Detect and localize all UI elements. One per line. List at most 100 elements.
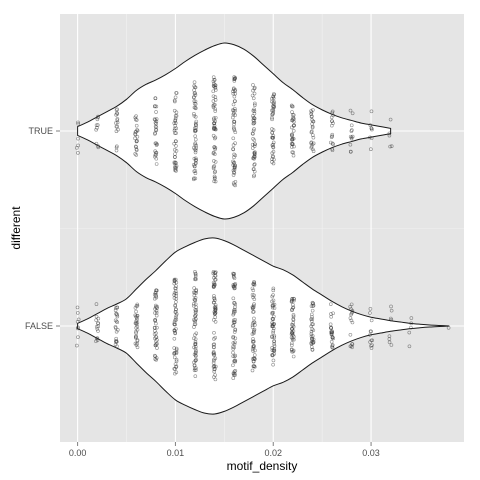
jitter-point xyxy=(270,346,274,350)
jitter-point xyxy=(172,328,177,332)
jitter-point xyxy=(231,363,235,368)
jitter-point xyxy=(174,300,178,304)
jitter-point xyxy=(213,304,218,309)
jitter-point xyxy=(192,325,196,329)
jitter-point xyxy=(233,336,238,341)
jitter-point xyxy=(251,167,256,171)
jitter-point xyxy=(329,325,334,330)
jitter-point xyxy=(272,157,276,162)
jitter-point xyxy=(272,302,277,307)
jitter-point xyxy=(76,120,80,125)
jitter-point xyxy=(153,104,157,108)
jitter-point xyxy=(252,356,256,361)
jitter-point xyxy=(368,329,373,334)
jitter-point xyxy=(330,147,334,151)
jitter-point xyxy=(191,146,196,150)
jitter-point xyxy=(135,128,140,133)
jitter-point xyxy=(212,318,216,322)
jitter-point xyxy=(271,96,276,101)
jitter-point xyxy=(173,316,178,320)
jitter-point xyxy=(348,142,353,147)
jitter-point xyxy=(94,123,99,127)
jitter-point xyxy=(233,358,238,363)
jitter-point xyxy=(173,155,177,159)
jitter-point xyxy=(172,320,177,324)
jitter-point xyxy=(349,318,354,323)
jitter-point xyxy=(212,358,216,363)
jitter-point xyxy=(348,108,353,113)
jitter-point xyxy=(233,108,237,113)
jitter-point xyxy=(330,330,335,335)
jitter-point xyxy=(231,161,236,165)
jitter-point xyxy=(213,107,218,111)
jitter-point xyxy=(231,347,236,351)
jitter-point xyxy=(174,307,178,312)
jitter-point xyxy=(172,355,177,360)
jitter-point xyxy=(212,121,216,126)
jitter-point xyxy=(192,286,196,290)
jitter-point xyxy=(114,121,118,125)
x-tick-label: 0.02 xyxy=(264,448,282,458)
jitter-point xyxy=(389,144,394,148)
jitter-point xyxy=(154,358,158,362)
jitter-point xyxy=(272,100,277,104)
jitter-point xyxy=(290,343,294,348)
jitter-point xyxy=(114,329,119,334)
jitter-point xyxy=(387,131,392,136)
jitter-point xyxy=(194,357,199,362)
jitter-point xyxy=(289,326,294,331)
jitter-point xyxy=(331,142,335,147)
jitter-point xyxy=(270,311,275,316)
jitter-point xyxy=(250,286,255,291)
jitter-point xyxy=(330,345,335,350)
jitter-point xyxy=(231,371,236,375)
jitter-point xyxy=(368,311,372,315)
jitter-point xyxy=(292,123,296,127)
jitter-point xyxy=(231,91,236,96)
jitter-point xyxy=(231,341,236,345)
jitter-point xyxy=(388,117,393,122)
jitter-point xyxy=(309,304,314,308)
jitter-point xyxy=(252,111,257,116)
jitter-point xyxy=(231,108,235,112)
jitter-point xyxy=(193,137,198,142)
jitter-point xyxy=(291,129,296,133)
jitter-point xyxy=(270,353,274,357)
jitter-point xyxy=(173,114,178,118)
jitter-point xyxy=(389,304,393,309)
jitter-point xyxy=(213,98,218,102)
jitter-point xyxy=(310,315,314,319)
jitter-point xyxy=(389,343,394,347)
jitter-point xyxy=(311,149,316,154)
jitter-point xyxy=(252,120,257,125)
jitter-point xyxy=(211,361,216,365)
jitter-point xyxy=(350,342,355,346)
y-axis-title: different xyxy=(9,206,23,250)
jitter-point xyxy=(272,333,277,338)
jitter-point xyxy=(231,273,236,278)
jitter-point xyxy=(173,119,178,123)
jitter-point xyxy=(174,284,178,288)
jitter-point xyxy=(309,319,314,323)
jitter-point xyxy=(155,346,159,350)
jitter-point xyxy=(193,115,198,119)
jitter-point xyxy=(194,158,199,162)
jitter-point xyxy=(192,99,197,103)
jitter-point xyxy=(133,334,138,339)
jitter-point xyxy=(348,332,353,337)
jitter-point xyxy=(271,326,276,331)
jitter-point xyxy=(331,336,336,341)
jitter-point xyxy=(213,179,218,184)
jitter-point xyxy=(192,176,196,181)
jitter-point xyxy=(75,343,79,348)
jitter-point xyxy=(233,113,237,117)
jitter-point xyxy=(270,135,274,140)
jitter-point xyxy=(192,301,196,306)
jitter-point xyxy=(194,291,198,295)
jitter-point xyxy=(172,277,177,282)
jitter-point xyxy=(250,368,255,373)
jitter-point xyxy=(213,306,218,311)
jitter-point xyxy=(330,132,335,137)
jitter-point xyxy=(291,113,296,117)
jitter-point xyxy=(290,132,294,137)
